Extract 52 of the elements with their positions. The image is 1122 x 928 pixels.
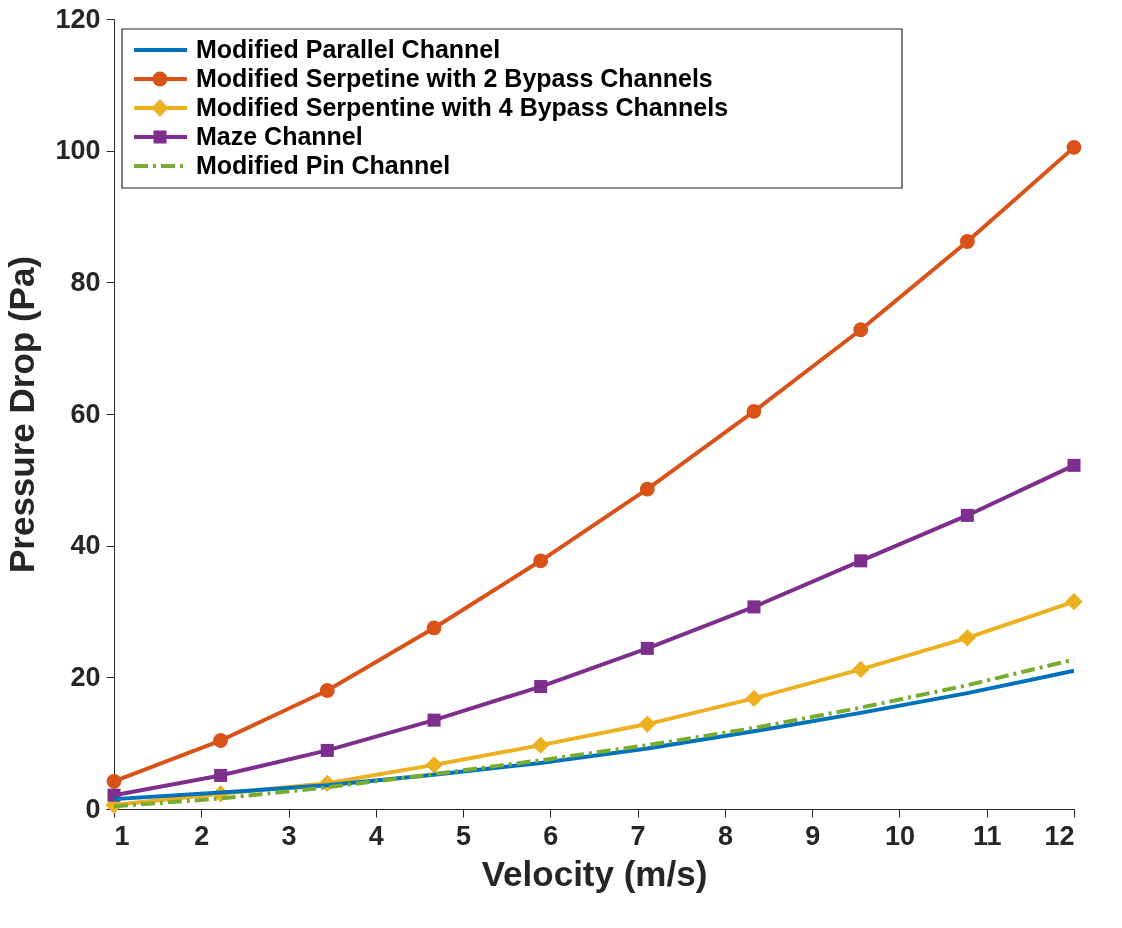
legend-label: Modified Pin Channel — [196, 151, 451, 179]
y-tick-label: 60 — [70, 398, 101, 429]
point — [319, 683, 335, 698]
legend-label: Modified Serpentine with 4 Bypass Channels — [196, 93, 729, 121]
y-axis-title: Pressure Drop (Pa) — [2, 255, 42, 574]
y-tick-label: 20 — [70, 661, 101, 692]
point — [425, 756, 443, 774]
point — [853, 322, 869, 338]
legend-label: Modified Parallel Channel — [196, 35, 501, 63]
point — [1067, 458, 1081, 472]
x-tick-label: 4 — [368, 820, 384, 851]
point — [1066, 139, 1082, 155]
point — [1065, 592, 1083, 611]
point — [427, 713, 441, 727]
y-tick-label: 80 — [70, 266, 101, 297]
x-tick-label: 7 — [630, 820, 646, 851]
x-tick-label: 9 — [805, 820, 821, 851]
point — [533, 553, 549, 569]
point — [747, 600, 761, 614]
y-tick-label: 120 — [55, 3, 101, 34]
point — [426, 620, 442, 636]
legend-label: Modified Serpetine with 2 Bypass Channels — [196, 64, 713, 92]
point — [852, 660, 870, 679]
point — [320, 743, 334, 757]
point — [960, 508, 974, 522]
x-axis-title: Velocity (m/s) — [481, 853, 708, 893]
point — [106, 773, 122, 789]
point — [958, 629, 977, 647]
point — [213, 733, 229, 748]
point — [959, 234, 975, 249]
x-tick-label: 11 — [972, 820, 1002, 851]
point — [640, 641, 654, 655]
x-tick-label: 12 — [1044, 820, 1075, 851]
point — [214, 768, 228, 782]
point — [745, 689, 763, 708]
x-tick-label: 5 — [456, 820, 472, 851]
point — [746, 403, 762, 419]
x-tick-label: 2 — [194, 820, 210, 851]
legend-label: Maze Channel — [196, 122, 363, 150]
point — [638, 715, 656, 733]
y-tick-label: 0 — [85, 793, 101, 824]
y-tick-label: 100 — [55, 135, 101, 166]
x-tick-label: 6 — [543, 820, 559, 851]
point — [854, 554, 868, 568]
point — [639, 481, 655, 497]
x-tick-label: 3 — [281, 820, 297, 851]
point — [534, 680, 548, 694]
x-tick-label: 1 — [114, 820, 130, 851]
x-tick-label: 10 — [884, 820, 915, 851]
y-tick-label: 40 — [70, 530, 101, 561]
point — [532, 736, 550, 754]
x-tick-label: 8 — [717, 820, 733, 851]
